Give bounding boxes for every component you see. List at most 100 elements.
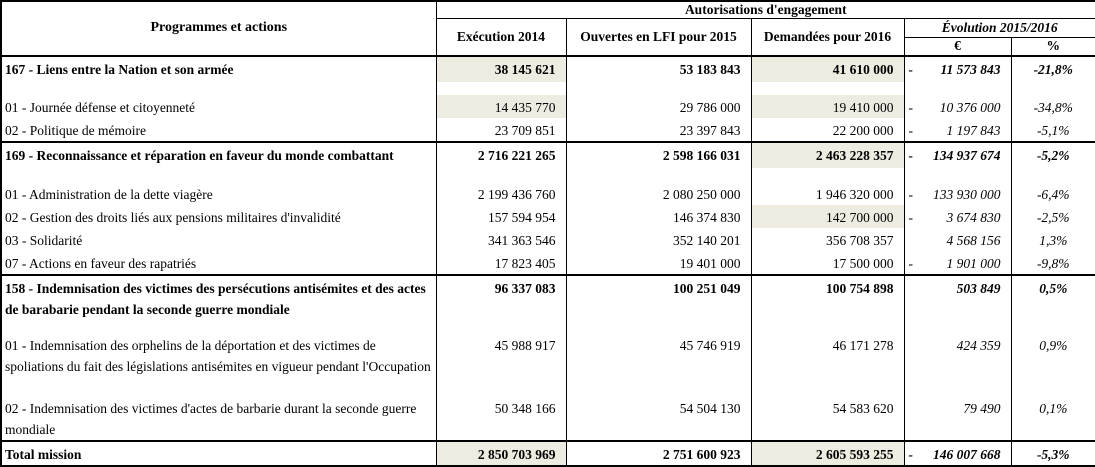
exec-2014-value: 96 337 083 [435, 273, 566, 320]
row-label: 02 - Politique de mémoire [0, 117, 436, 142]
dem-2016-value: 100 754 898 [750, 273, 904, 320]
exec-2014-value: 23 709 851 [435, 117, 566, 142]
table-row: Total mission 2 850 703 969 2 751 600 923 2… [0, 439, 1095, 466]
programs-column-header: Programmes et actions [0, 1, 436, 56]
minus-sign: - [908, 122, 914, 138]
row-label: 167 - Liens entre la Nation et son armée [0, 54, 436, 82]
percent-delta-value [1010, 319, 1095, 333]
dem-2016-column-header: Demandées pour 2016 [750, 18, 904, 56]
euro-delta-value: 503 849 [903, 273, 1011, 320]
percent-delta-value: -21,8% [1010, 54, 1095, 82]
minus-sign: - [908, 255, 914, 271]
exec-2014-value: 2 199 436 760 [435, 181, 566, 205]
lfi-2015-value [565, 319, 751, 333]
table-row: 167 - Liens entre la Nation et son armée… [0, 54, 1095, 82]
lfi-2015-value: 45 746 919 [565, 332, 751, 396]
table-row: 02 - Indemnisation des victimes d'actes … [0, 395, 1095, 441]
table-row: 01 - Journée défense et citoyenneté 14 43… [0, 94, 1095, 118]
minus-sign: - [908, 99, 914, 115]
euro-delta-value [903, 167, 1011, 182]
euro-amount: 11 573 843 [940, 61, 1001, 77]
euro-delta-value [903, 81, 1011, 95]
exec-2014-column-header: Exécution 2014 [435, 18, 566, 56]
table-body: 167 - Liens entre la Nation et son armée… [0, 54, 1095, 466]
exec-2014-value: 17 823 405 [435, 250, 566, 275]
percent-delta-value: 0,1% [1010, 395, 1095, 441]
percent-column-header: % [1010, 37, 1095, 56]
row-label [0, 319, 436, 333]
percent-delta-value: -34,8% [1010, 94, 1095, 118]
euro-amount: 134 937 674 [933, 147, 1001, 163]
dem-2016-value [750, 81, 904, 95]
euro-amount: 1 901 000 [946, 255, 1001, 271]
euro-amount: 10 376 000 [939, 99, 1001, 115]
row-label: 02 - Indemnisation des victimes d'actes … [0, 395, 436, 441]
percent-delta-value: -6,4% [1010, 181, 1095, 205]
evolution-column-header: Évolution 2015/2016 [903, 18, 1095, 38]
percent-delta-value: -5,3% [1010, 439, 1095, 466]
percent-delta-value [1010, 167, 1095, 182]
euro-amount: 133 930 000 [933, 186, 1001, 202]
percent-delta-value: -5,2% [1010, 140, 1095, 168]
euro-delta-value [903, 319, 1011, 333]
percent-delta-value: -5,1% [1010, 117, 1095, 142]
table-row: 169 - Reconnaissance et réparation en fa… [0, 140, 1095, 168]
row-label: 01 - Administration de la dette viagère [0, 181, 436, 205]
row-label [0, 81, 436, 95]
exec-2014-value [435, 81, 566, 95]
exec-2014-value: 45 988 917 [435, 332, 566, 396]
minus-sign: - [908, 446, 914, 462]
table-row: 02 - Politique de mémoire 23 709 851 23 39… [0, 117, 1095, 142]
euro-amount: 424 359 [956, 337, 1001, 353]
dem-2016-value: 2 463 228 357 [750, 140, 904, 168]
lfi-2015-value: 2 080 250 000 [565, 181, 751, 205]
dem-2016-value: 19 410 000 [750, 94, 904, 118]
euro-amount: 4 568 156 [946, 232, 1001, 248]
lfi-2015-value [565, 167, 751, 182]
minus-sign: - [908, 186, 914, 202]
table-row: 03 - Solidarité 341 363 546 352 140 201 356… [0, 227, 1095, 251]
minus-sign: - [908, 147, 914, 163]
exec-2014-value [435, 167, 566, 182]
euro-delta-value: - 3 674 830 [903, 204, 1011, 228]
percent-delta-value: 1,3% [1010, 227, 1095, 251]
row-label: 07 - Actions en faveur des rapatriés [0, 250, 436, 275]
exec-2014-value: 2 850 703 969 [435, 439, 566, 466]
lfi-2015-value: 352 140 201 [565, 227, 751, 251]
exec-2014-value: 2 716 221 265 [435, 140, 566, 168]
lfi-2015-value: 100 251 049 [565, 273, 751, 320]
dem-2016-value: 17 500 000 [750, 250, 904, 275]
dem-2016-value: 46 171 278 [750, 332, 904, 396]
percent-delta-value: 0,5% [1010, 273, 1095, 320]
lfi-2015-value: 23 397 843 [565, 117, 751, 142]
table-row: 01 - Administration de la dette viagère 2… [0, 181, 1095, 205]
row-label: 169 - Reconnaissance et réparation en fa… [0, 140, 436, 168]
euro-amount: 146 007 668 [933, 446, 1001, 462]
exec-2014-value: 341 363 546 [435, 227, 566, 251]
row-label: 158 - Indemnisation des victimes des per… [0, 273, 436, 320]
euro-delta-value: - 1 901 000 [903, 250, 1011, 275]
lfi-2015-column-header: Ouvertes en LFI pour 2015 [565, 18, 751, 56]
dem-2016-value: 142 700 000 [750, 204, 904, 228]
row-label: 01 - Indemnisation des orphelins de la d… [0, 332, 436, 396]
exec-2014-value [435, 319, 566, 333]
spacer-row [0, 319, 1095, 333]
euro-amount: 79 490 [963, 400, 1001, 416]
dem-2016-value: 54 583 620 [750, 395, 904, 441]
euro-delta-value: - 10 376 000 [903, 94, 1011, 118]
row-label: 01 - Journée défense et citoyenneté [0, 94, 436, 118]
euro-delta-value: - 134 937 674 [903, 140, 1011, 168]
euro-delta-value: 79 490 [903, 395, 1011, 441]
euro-delta-value: 4 568 156 [903, 227, 1011, 251]
row-label: 03 - Solidarité [0, 227, 436, 251]
lfi-2015-value: 2 598 166 031 [565, 140, 751, 168]
euro-delta-value: - 11 573 843 [903, 54, 1011, 82]
euro-delta-value: - 133 930 000 [903, 181, 1011, 205]
euro-column-header: € [903, 37, 1011, 56]
percent-delta-value: 0,9% [1010, 332, 1095, 396]
minus-sign: - [908, 61, 914, 77]
minus-sign: - [908, 209, 914, 225]
spacer-row [0, 167, 1095, 182]
